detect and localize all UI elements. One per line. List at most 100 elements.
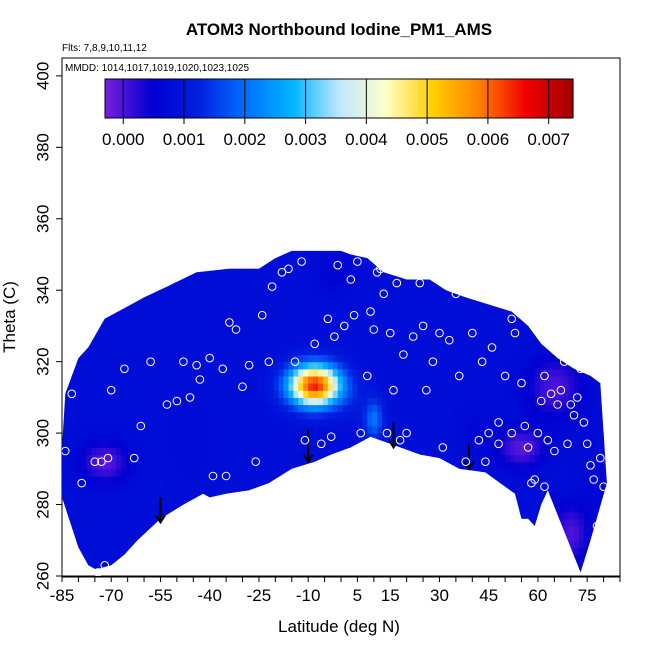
heatmap-cell [244,383,250,391]
heatmap-cell [145,375,152,384]
heatmap-cell [436,390,442,398]
heatmap-cell [446,318,452,327]
heatmap-cell [367,397,373,406]
heatmap-cell [288,461,294,470]
heatmap-cell [145,318,152,327]
heatmap-cell [130,447,137,456]
heatmap-cell [490,390,496,398]
heatmap-cell [175,454,181,463]
heatmap-cell [569,447,575,456]
heatmap-cell [519,397,526,406]
heatmap-cell [500,404,506,413]
heatmap-cell [244,333,250,341]
heatmap-cell [539,490,546,498]
heatmap-cell [140,511,147,520]
heatmap-cell [180,490,186,498]
heatmap-cell [450,454,457,463]
heatmap-cell [332,347,339,356]
heatmap-cell [485,404,491,413]
heatmap-cell [564,518,570,527]
heatmap-cell [62,475,68,484]
heatmap-cell [495,454,501,463]
heatmap-cell [273,275,280,284]
heatmap-cell [446,333,452,341]
heatmap-cell [406,361,413,370]
heatmap-cell [544,354,551,363]
heatmap-cell [446,361,452,370]
heatmap-cell [362,397,368,406]
heatmap-cell [386,404,393,413]
heatmap-cell [465,318,472,327]
heatmap-cell [249,283,255,291]
heatmap-cell [382,283,388,291]
heatmap-cell [111,311,117,320]
heatmap-cell [559,504,565,513]
heatmap-cell [401,325,408,334]
heatmap-cell [529,497,536,506]
heatmap-cell [101,325,107,334]
heatmap-cell [140,340,147,348]
heatmap-cell [539,411,546,420]
heatmap-cell [288,304,294,313]
heatmap-cell [86,497,93,506]
heatmap-cell [244,404,250,413]
heatmap-cell [416,433,423,441]
heatmap-cell [101,461,107,470]
heatmap-cell [81,447,88,456]
heatmap-cell [475,361,482,370]
heatmap-cell [140,404,147,413]
heatmap-cell [322,404,329,413]
heatmap-cell [293,304,299,313]
heatmap-cell [106,433,112,441]
heatmap-cell [273,433,280,441]
heatmap-cell [130,533,137,541]
heatmap-cell [505,447,511,456]
heatmap-cell [569,440,575,448]
heatmap-cell [460,433,467,441]
heatmap-cell [416,340,423,348]
heatmap-cell [480,425,487,434]
heatmap-cell [554,454,560,463]
heatmap-cell [416,318,423,327]
heatmap-cell [510,468,516,477]
heatmap-cell [534,368,541,377]
heatmap-cell [234,311,240,320]
heatmap-cell [194,311,201,320]
heatmap-cell [416,311,423,320]
heatmap-cell [273,268,280,277]
heatmap-cell [96,461,102,470]
heatmap-cell [175,333,181,341]
heatmap-cell [165,461,171,470]
heatmap-cell [495,347,501,356]
heatmap-cell [106,483,112,491]
heatmap-cell [303,254,309,263]
heatmap-cell [396,433,403,441]
heatmap-cell [411,404,418,413]
heatmap-cell [145,504,152,513]
heatmap-cell [66,468,73,477]
heatmap-cell [382,418,388,427]
heatmap-cell [327,268,334,277]
heatmap-cell [303,361,309,370]
heatmap-cell [219,311,226,320]
heatmap-cell [475,368,482,377]
heatmap-cell [332,254,339,263]
heatmap-cell [514,368,521,377]
heatmap-cell [121,497,127,506]
heatmap-cell [441,425,447,434]
heatmap-cell [322,290,329,298]
heatmap-cell [194,375,201,384]
heatmap-cell [170,440,176,448]
heatmap-cell [524,454,531,463]
heatmap-cell [475,454,482,463]
heatmap-cell [455,318,462,327]
heatmap-cell [268,368,275,377]
heatmap-cell [401,390,408,398]
heatmap-cell [116,518,122,527]
heatmap-cell [514,433,521,441]
heatmap-cell [416,411,423,420]
heatmap-cell [130,361,137,370]
heatmap-cell [377,383,383,391]
heatmap-cell [480,433,487,441]
heatmap-cell [145,433,152,441]
